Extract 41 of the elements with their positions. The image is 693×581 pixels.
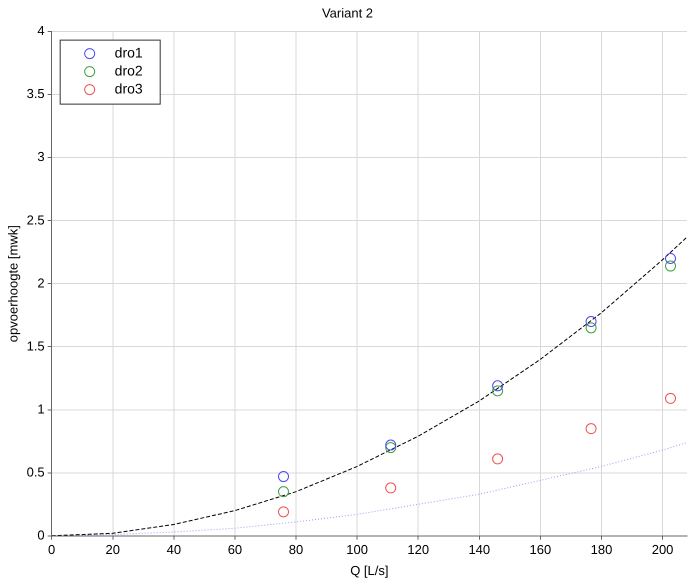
x-tick-label: 0 <box>48 542 56 558</box>
y-axis-title: opvoerhoogte [mwk] <box>5 225 20 342</box>
point <box>385 482 396 494</box>
point <box>586 316 597 328</box>
x-axis-title: Q [L/s] <box>350 562 388 578</box>
y-tick-label: 2 <box>37 275 45 290</box>
point <box>665 392 676 404</box>
point <box>278 471 290 482</box>
y-tick-label: 0.5 <box>26 464 45 480</box>
point <box>385 442 396 454</box>
point <box>492 380 504 392</box>
x-tick-label: 140 <box>468 542 490 558</box>
x-tick-label: 100 <box>346 542 368 558</box>
point <box>492 453 504 464</box>
point <box>385 440 396 451</box>
point <box>278 506 290 518</box>
x-tick-label: 160 <box>530 542 552 558</box>
y-tick-label: 2.5 <box>26 212 45 228</box>
point <box>586 423 597 434</box>
x-tick-label: 60 <box>228 542 242 558</box>
y-tick-label: 0 <box>37 527 45 542</box>
x-tick-label: 80 <box>288 542 304 558</box>
point <box>586 322 597 334</box>
point <box>665 252 676 264</box>
x-tick-label: 180 <box>590 542 612 558</box>
y-tick-label: 1.5 <box>26 338 45 354</box>
y-tick-label: 3 <box>37 149 45 164</box>
point <box>492 385 504 396</box>
y-tick-label: 3.5 <box>26 86 45 102</box>
x-tick-label: 20 <box>106 542 120 558</box>
legend-label: dro2 <box>114 62 143 78</box>
x-tick-label: 40 <box>166 542 182 558</box>
chart-title: Variant 2 <box>322 5 374 20</box>
legend-label: dro3 <box>114 80 143 96</box>
point <box>665 260 676 272</box>
x-tick-label: 120 <box>407 542 430 558</box>
x-tick-label: 200 <box>652 542 674 558</box>
point <box>278 486 290 498</box>
y-tick-label: 1 <box>37 401 45 416</box>
y-tick-label: 4 <box>37 23 45 38</box>
legend-label: dro1 <box>114 44 143 60</box>
